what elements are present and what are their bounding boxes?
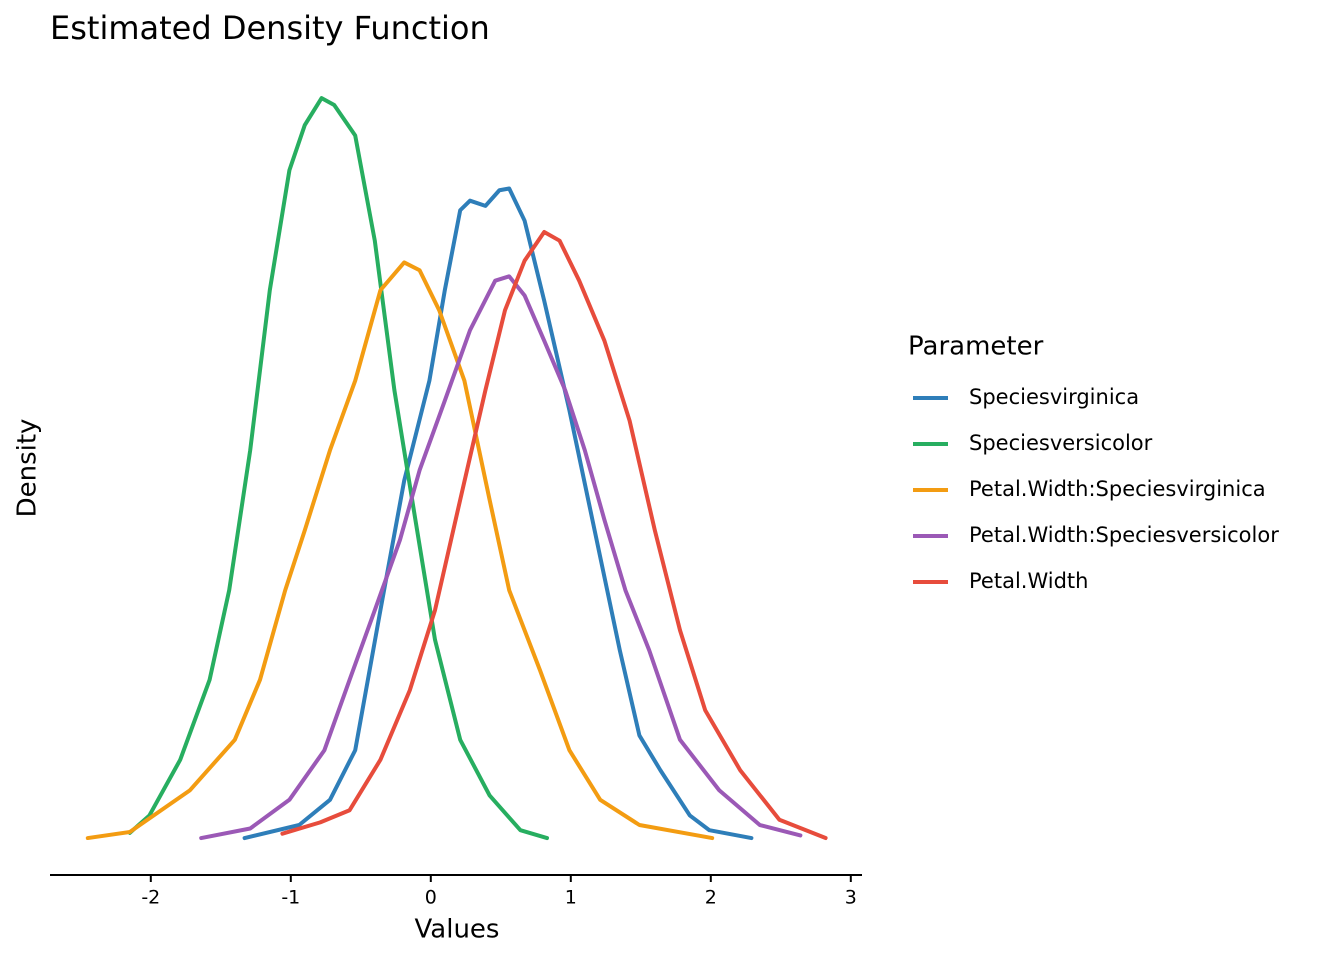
legend-label: Speciesversicolor: [969, 431, 1153, 455]
x-axis-label: Values: [415, 915, 500, 945]
density-line: [242, 186, 754, 841]
x-tick-label: 1: [565, 887, 577, 909]
x-tick-label: 2: [705, 887, 717, 909]
x-tick-label: -1: [281, 887, 300, 909]
x-tick-label: -2: [141, 887, 160, 909]
legend-label: Petal.Width: [969, 569, 1088, 593]
density-line: [85, 260, 715, 841]
density-line: [199, 274, 803, 841]
density-line: [127, 96, 549, 841]
x-tick-label: 3: [845, 887, 857, 909]
legend-label: Petal.Width:Speciesvirginica: [969, 477, 1266, 501]
legend-title: Parameter: [908, 332, 1044, 362]
x-tick-label: 0: [425, 887, 437, 909]
y-axis-label: Density: [13, 419, 43, 518]
legend-label: Petal.Width:Speciesversicolor: [969, 523, 1279, 547]
legend-label: Speciesvirginica: [969, 385, 1139, 409]
density-line: [280, 229, 828, 841]
chart-title: Estimated Density Function: [50, 9, 490, 47]
